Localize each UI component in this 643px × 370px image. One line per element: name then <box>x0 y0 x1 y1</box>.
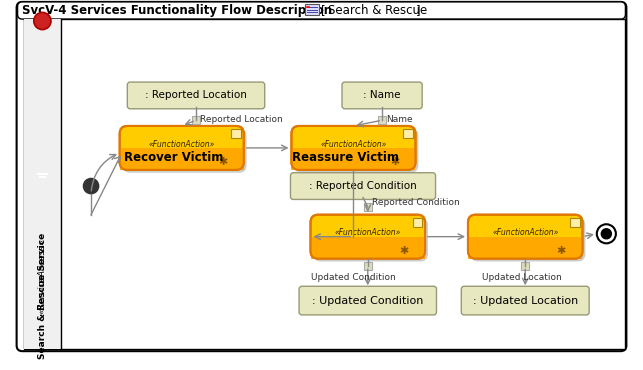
Text: : Reported Location: : Reported Location <box>145 90 247 100</box>
FancyBboxPatch shape <box>403 129 413 138</box>
FancyBboxPatch shape <box>413 218 422 227</box>
Text: ✱: ✱ <box>557 246 566 256</box>
FancyBboxPatch shape <box>299 286 437 315</box>
Text: ✱: ✱ <box>390 157 399 167</box>
Circle shape <box>34 13 51 30</box>
FancyBboxPatch shape <box>364 203 372 211</box>
Text: ✱: ✱ <box>399 246 409 256</box>
Circle shape <box>84 178 98 194</box>
FancyBboxPatch shape <box>120 126 244 170</box>
Text: : Updated Condition: : Updated Condition <box>312 296 424 306</box>
FancyBboxPatch shape <box>364 262 372 270</box>
FancyBboxPatch shape <box>294 129 419 173</box>
FancyBboxPatch shape <box>17 2 626 19</box>
Text: Name: Name <box>386 115 413 124</box>
Text: SvcV-4 Services Functionality Flow Description: SvcV-4 Services Functionality Flow Descr… <box>23 4 332 17</box>
Text: «FunctionAction»: «FunctionAction» <box>492 228 558 237</box>
FancyBboxPatch shape <box>192 117 200 124</box>
FancyBboxPatch shape <box>468 237 583 259</box>
Text: Search & Rescue Service: Search & Rescue Service <box>38 233 47 359</box>
FancyBboxPatch shape <box>127 82 265 109</box>
FancyBboxPatch shape <box>291 126 415 170</box>
Text: «ServiceAccess»: «ServiceAccess» <box>38 239 47 314</box>
FancyBboxPatch shape <box>461 286 589 315</box>
Text: Updated Condition: Updated Condition <box>311 273 395 282</box>
Text: ]: ] <box>415 4 420 17</box>
Text: «FunctionAction»: «FunctionAction» <box>334 228 401 237</box>
FancyBboxPatch shape <box>305 4 319 15</box>
Text: ✱: ✱ <box>218 157 228 167</box>
Text: : Updated Location: : Updated Location <box>473 296 578 306</box>
FancyBboxPatch shape <box>120 148 244 170</box>
Text: «FunctionAction»: «FunctionAction» <box>149 139 215 149</box>
Text: Reassure Victim: Reassure Victim <box>293 151 399 164</box>
FancyBboxPatch shape <box>17 2 626 351</box>
FancyBboxPatch shape <box>24 19 626 349</box>
FancyBboxPatch shape <box>378 117 386 124</box>
FancyBboxPatch shape <box>342 82 422 109</box>
FancyBboxPatch shape <box>471 218 585 262</box>
Circle shape <box>601 228 612 239</box>
Circle shape <box>597 224 616 243</box>
FancyBboxPatch shape <box>313 218 428 262</box>
Text: : Reported Condition: : Reported Condition <box>309 181 417 191</box>
Text: Search & Rescue: Search & Rescue <box>328 4 427 17</box>
Text: : Name: : Name <box>363 90 401 100</box>
Text: Reported Condition: Reported Condition <box>372 198 459 207</box>
FancyBboxPatch shape <box>24 19 60 349</box>
FancyBboxPatch shape <box>311 237 425 259</box>
FancyBboxPatch shape <box>291 173 435 199</box>
FancyBboxPatch shape <box>231 129 241 138</box>
Text: Reported Location: Reported Location <box>200 115 282 124</box>
FancyBboxPatch shape <box>291 148 415 170</box>
FancyBboxPatch shape <box>123 129 247 173</box>
Text: Recover Victim: Recover Victim <box>124 151 224 164</box>
FancyBboxPatch shape <box>570 218 579 227</box>
FancyBboxPatch shape <box>521 262 529 270</box>
FancyBboxPatch shape <box>468 215 583 259</box>
Text: Updated Location: Updated Location <box>482 273 562 282</box>
Text: [: [ <box>321 4 325 17</box>
FancyBboxPatch shape <box>311 215 425 259</box>
Text: «FunctionAction»: «FunctionAction» <box>320 139 386 149</box>
